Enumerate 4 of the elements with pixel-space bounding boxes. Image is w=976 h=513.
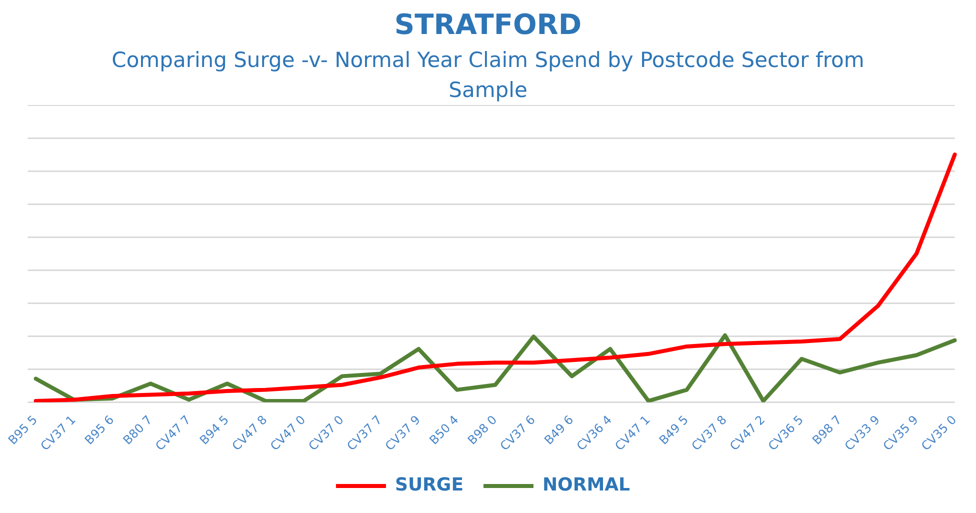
- chart-title: STRATFORD: [393, 8, 583, 41]
- chart-subtitle: Comparing Surge -v- Normal Year Claim Spend by Postcode Sector from Sample: [110, 47, 866, 104]
- legend-label: SURGE: [394, 474, 464, 496]
- legend-label: NORMAL: [542, 474, 630, 496]
